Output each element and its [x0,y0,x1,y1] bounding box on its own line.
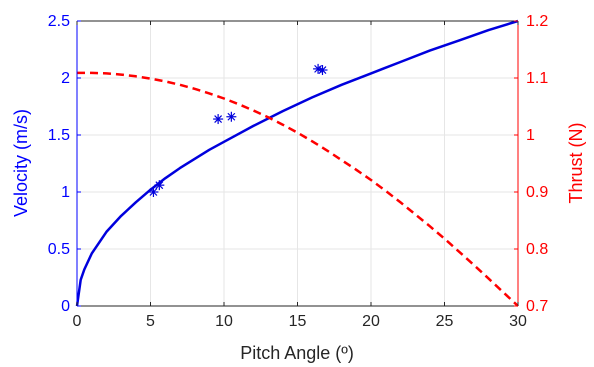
data-point-marker [213,114,224,125]
x-tick-label: 10 [215,313,233,330]
left-y-tick-label: 0.5 [48,241,70,258]
right-y-tick-label: 1.1 [526,70,548,87]
data-point-marker [148,187,159,197]
right-y-tick-label: 1 [526,127,535,144]
left-y-tick-label: 2 [61,70,70,87]
x-tick-label: 30 [509,313,527,330]
x-tick-label: 15 [289,313,307,330]
x-axis-title: Pitch Angle (º) [240,343,354,363]
right-y-tick-label: 0.8 [526,241,548,258]
velocity-series-line [75,19,519,307]
data-point-marker [226,111,237,122]
left-y-tick-label: 1.5 [48,127,70,144]
right-y-axis-title: Thrust (N) [566,123,586,204]
x-tick-label: 0 [73,313,82,330]
right-y-tick-label: 1.2 [526,13,548,30]
right-y-tick-label: 0.7 [526,298,548,315]
x-tick-label: 20 [362,313,380,330]
data-point-marker [317,65,328,76]
left-y-tick-label: 0 [61,298,70,315]
left-y-tick-label: 2.5 [48,13,70,30]
data-point-marker [154,180,165,191]
x-tick-label: 25 [436,313,454,330]
series-group [75,19,519,307]
right-y-tick-label: 0.9 [526,184,548,201]
tick-group: 0 5 10 15 20 25 30 0 0.5 1 1.5 2 2.5 0.7 0.8 0.9 1 1.1 1.2 [48,13,549,330]
grid-lines [76,20,519,307]
left-y-tick-label: 1 [61,184,70,201]
left-y-axis-title: Velocity (m/s) [11,109,31,217]
x-tick-label: 5 [146,313,155,330]
